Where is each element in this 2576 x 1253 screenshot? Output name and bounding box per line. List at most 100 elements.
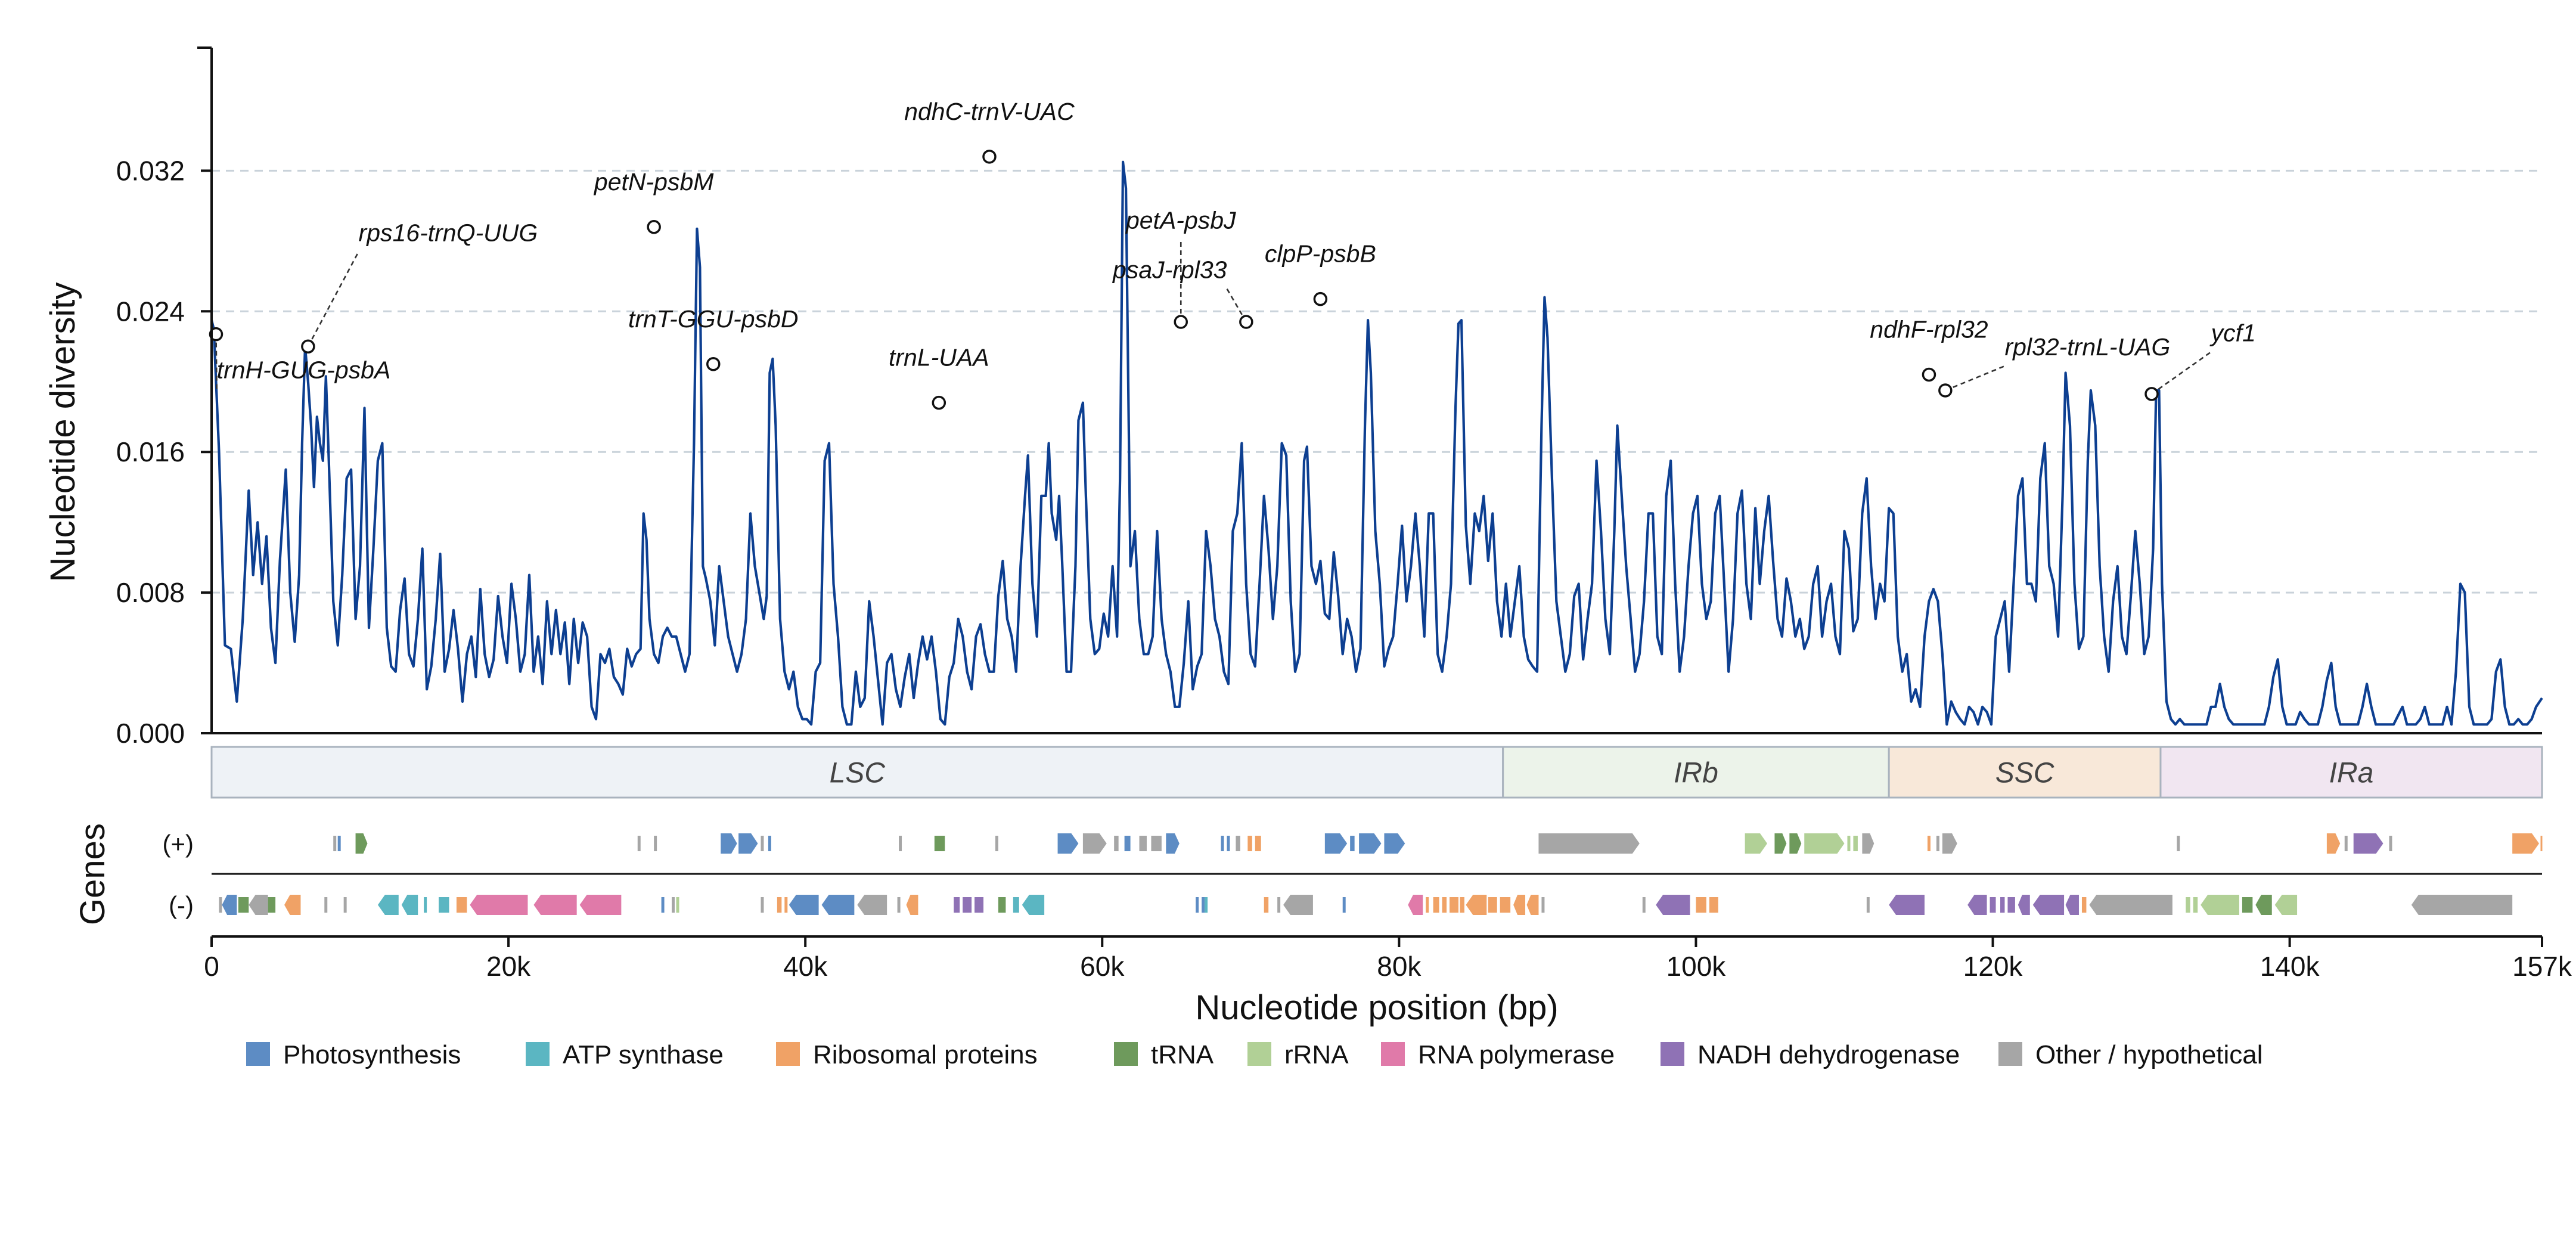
gene-block: [439, 897, 449, 913]
region-block: [1502, 746, 1890, 799]
x-tick-label: 20k: [486, 951, 531, 982]
gene-block: [1082, 833, 1107, 854]
gene-block: [1013, 897, 1019, 913]
x-tick-label: 140k: [2260, 951, 2320, 982]
gene-block: [1277, 897, 1281, 913]
axes: 0.000 0.008 0.016 0.024 0.032 0 20k 40k 60k 80k 10…: [116, 46, 2572, 982]
gene-block: [2326, 833, 2341, 854]
gene-block: [2065, 895, 2079, 915]
gene-block: [1247, 836, 1252, 851]
diversity-line: [210, 160, 2543, 726]
gene-block: [1745, 833, 1767, 854]
genes-track-title: Genes: [73, 823, 112, 925]
gene-block: [1151, 836, 1162, 851]
grid-lines: [212, 169, 2542, 594]
peak-marker: [647, 220, 661, 234]
x-tick-label: 80k: [1377, 951, 1422, 982]
y-axis-title: Nucleotide diversity: [44, 283, 82, 582]
x-tick-label: 120k: [1963, 951, 2023, 982]
gene-block: [2201, 895, 2239, 915]
legend-label: ATP synthase: [563, 1040, 724, 1069]
legend-swatch: [776, 1042, 800, 1066]
gene-block: [238, 897, 249, 913]
gene-block: [1526, 895, 1539, 915]
gene-block: [1774, 833, 1787, 854]
gene-block: [1990, 897, 1996, 913]
peak-marker: [1313, 291, 1328, 306]
gene-block: [1466, 895, 1487, 915]
y-tick-label: 0.000: [116, 718, 185, 749]
gene-block: [284, 895, 301, 915]
gene-block: [1942, 833, 1957, 854]
gene-block: [2389, 836, 2392, 851]
peak-marker: [1174, 315, 1188, 329]
gene-block: [1022, 895, 1045, 915]
x-tick-label: 60k: [1080, 951, 1125, 982]
region-label: IRa: [2329, 758, 2374, 789]
gene-block: [222, 895, 237, 915]
gene-block: [2032, 895, 2065, 915]
gene-block: [672, 897, 675, 913]
gene-block: [738, 833, 758, 854]
gene-block: [721, 833, 737, 854]
gene-block: [1967, 895, 1987, 915]
gene-block: [1488, 897, 1497, 913]
gene-block: [1221, 836, 1224, 851]
peak-leader-line: [2151, 351, 2212, 395]
gene-block: [2512, 833, 2540, 854]
peak-label: ndhF-rpl32: [1870, 316, 1988, 343]
peak-label: trnT-GGU-psbD: [628, 305, 799, 333]
gene-block: [761, 836, 764, 851]
peak-label: rpl32-trnL-UAG: [2004, 333, 2170, 361]
x-tick-label: 157k: [2512, 951, 2572, 982]
gene-block: [579, 895, 622, 915]
gene-block: [1227, 836, 1230, 851]
gene-block: [337, 836, 341, 851]
peak-label: rps16-trnQ-UUG: [359, 219, 538, 246]
gene-block: [2242, 897, 2253, 913]
gene-block: [219, 897, 222, 913]
legend-swatch: [1247, 1042, 1271, 1066]
minus-strand-label: (-): [169, 891, 194, 919]
gene-block: [661, 897, 665, 913]
legend-label: RNA polymerase: [1418, 1040, 1615, 1069]
peak-marker: [2144, 387, 2159, 401]
gene-block: [333, 836, 337, 851]
gene-block: [1124, 836, 1131, 851]
gene-block: [1114, 836, 1119, 851]
gene-block: [1057, 833, 1079, 854]
y-tick-label: 0.024: [116, 296, 185, 327]
gene-block: [1513, 895, 1526, 915]
legend-label: Other / hypothetical: [2035, 1040, 2263, 1069]
gene-block: [1384, 833, 1405, 854]
gene-block: [998, 897, 1006, 913]
peak-label: petN-psbM: [593, 168, 714, 196]
gene-block: [1709, 897, 1718, 913]
x-axis-title: Nucleotide position (bp): [1195, 988, 1558, 1027]
peak-label: trnL-UAA: [889, 344, 989, 371]
gene-block: [789, 895, 819, 915]
y-tick-label: 0.008: [116, 577, 185, 608]
gene-block: [1139, 836, 1147, 851]
gene-block: [906, 895, 918, 915]
gene-block: [934, 836, 945, 851]
gene-block: [1324, 833, 1348, 854]
gene-block: [1255, 836, 1261, 851]
gene-block: [1342, 897, 1346, 913]
gene-block: [1847, 836, 1851, 851]
gene-block: [768, 836, 771, 851]
y-tick-label: 0.032: [116, 155, 185, 186]
gene-block: [784, 897, 788, 913]
gene-block: [1696, 897, 1706, 913]
legend-label: rRNA: [1284, 1040, 1349, 1069]
legend-label: Photosynthesis: [283, 1040, 461, 1069]
gene-block: [324, 897, 328, 913]
plus-strand-label: (+): [163, 830, 194, 858]
gene-block: [470, 895, 528, 915]
x-tick-label: 40k: [783, 951, 828, 982]
gene-block: [2186, 897, 2190, 913]
gene-block: [2177, 836, 2180, 851]
gene-block: [1656, 895, 1690, 915]
gene-block: [1166, 833, 1180, 854]
gene-block: [676, 897, 679, 913]
